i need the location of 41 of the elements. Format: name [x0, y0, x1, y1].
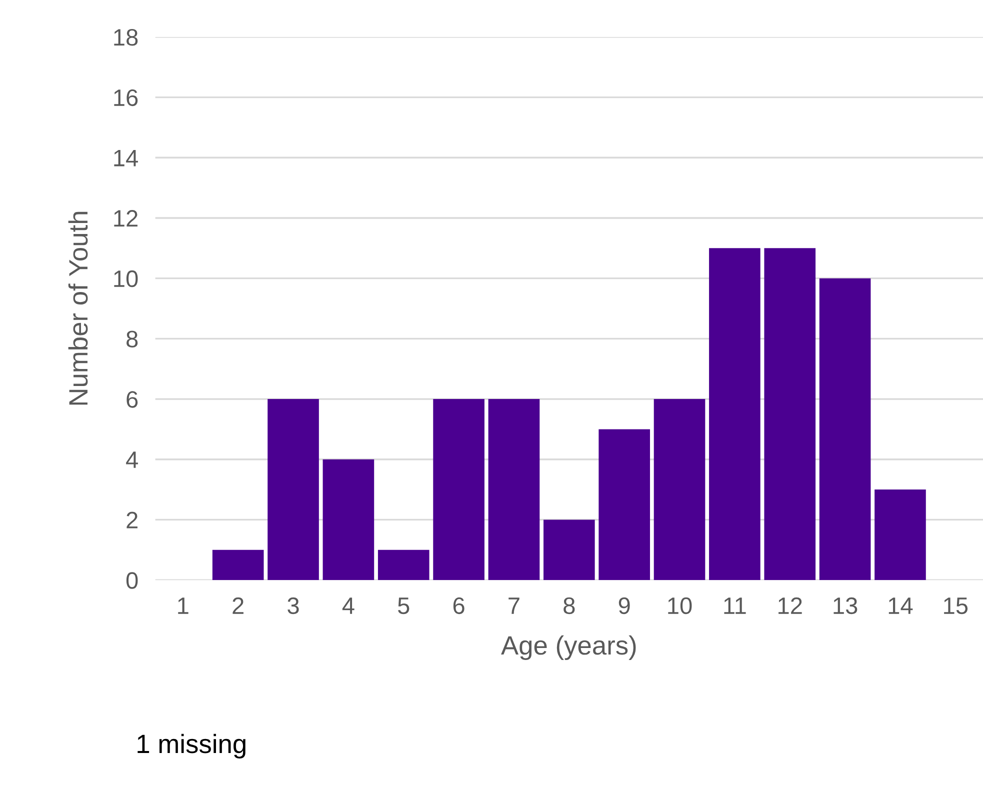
x-tick-label: 9 — [618, 597, 630, 614]
y-tick-label: 16 — [114, 89, 138, 106]
y-axis-title: Number of Youth — [68, 212, 88, 405]
x-tick-label: 14 — [888, 598, 913, 614]
bar — [488, 399, 540, 580]
x-tick-label: 5 — [398, 598, 410, 614]
bar — [322, 459, 374, 580]
x-tick-label: 12 — [778, 597, 802, 614]
bar — [709, 248, 760, 580]
y-tick-label: 10 — [114, 270, 138, 288]
y-tick-label: 4 — [126, 452, 138, 468]
y-tick-label: 6 — [126, 391, 138, 408]
bar — [268, 399, 319, 580]
bar — [654, 399, 706, 580]
bar — [819, 278, 871, 580]
x-tick-label: 8 — [564, 597, 575, 614]
x-tick-label: 10 — [668, 597, 692, 614]
x-tick-label: 15 — [944, 598, 968, 614]
bar — [598, 429, 650, 580]
x-tick-label: 4 — [342, 598, 354, 614]
x-axis-title: Age (years) — [501, 635, 636, 660]
text: 1 missing — [138, 734, 246, 758]
y-tick-label: 0 — [126, 572, 138, 589]
x-tick-label: 3 — [288, 597, 299, 614]
x-tick-label: 11 — [724, 598, 746, 614]
y-tick-label: 14 — [114, 150, 138, 166]
y-tick-label: 12 — [114, 210, 138, 227]
bar — [544, 520, 595, 580]
y-tick-label: 8 — [126, 330, 138, 348]
x-tick-label: 6 — [453, 597, 464, 614]
x-tick-label: 2 — [232, 597, 244, 614]
bar — [764, 248, 816, 580]
y-tick-label: 18 — [114, 29, 138, 46]
bar — [212, 550, 264, 580]
bar — [874, 490, 926, 580]
bar — [378, 550, 430, 580]
x-tick-label: 7 — [508, 598, 520, 614]
x-tick-label: 1 — [178, 598, 188, 614]
bar — [433, 399, 484, 580]
y-tick-label: 2 — [126, 512, 138, 528]
x-tick-label: 13 — [834, 597, 858, 614]
